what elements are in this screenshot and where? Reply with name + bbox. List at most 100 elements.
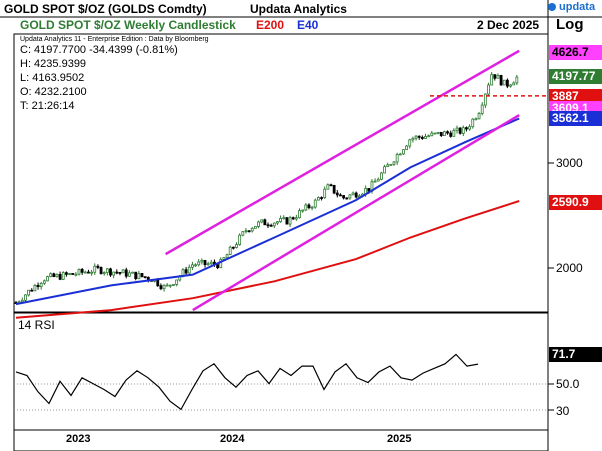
candle-body-157 [509, 84, 512, 87]
candle-body-156 [505, 79, 509, 87]
candle-body-139 [452, 130, 456, 137]
candle-body-106 [348, 194, 352, 199]
candle-body-41 [143, 276, 147, 279]
candle-body-9 [42, 280, 46, 284]
candle-body-155 [502, 79, 506, 86]
candle-body-128 [417, 135, 421, 138]
candle-body-2 [20, 299, 24, 303]
candle-body-125 [408, 139, 412, 147]
candle-body-37 [131, 271, 134, 274]
tag-rsi: 71.7 [549, 347, 602, 362]
tag-last-price: 4197.77 [549, 69, 602, 84]
ohlc-close: C: 4197.7700 -34.4399 (-0.81%) [20, 44, 178, 56]
candle-body-150 [487, 84, 490, 95]
candle-body-50 [172, 284, 175, 286]
candle-body-51 [175, 279, 179, 285]
candle-body-144 [468, 126, 472, 130]
candle-body-148 [480, 104, 484, 114]
candle-body-96 [316, 197, 320, 201]
instrument-title: GOLD SPOT $/OZ (GOLDS Comdty) [4, 2, 207, 16]
candle-body-45 [156, 279, 160, 287]
lower-channel-line [192, 114, 520, 312]
tag-e200: 2590.9 [549, 195, 602, 210]
time-axis-frame [13, 429, 549, 451]
series-legend: GOLD SPOT $/OZ Weekly Candlestick [20, 18, 236, 32]
candle-body-100 [329, 184, 333, 187]
candle-body-107 [351, 192, 355, 196]
candle-body-80 [266, 224, 270, 227]
candle-body-16 [65, 272, 68, 275]
candle-body-59 [200, 259, 204, 263]
e200-line [15, 200, 520, 319]
candle-body-5 [30, 289, 34, 292]
candle-body-140 [455, 127, 459, 131]
candle-body-141 [458, 127, 462, 134]
candle-body-48 [165, 284, 169, 287]
tag-upper-channel: 4626.7 [549, 45, 602, 60]
edition-subtitle: Updata Analytics 11 - Enterprise Edition… [20, 36, 209, 43]
candle-body-49 [168, 284, 172, 287]
candle-body-17 [68, 273, 71, 275]
candle-body-13 [55, 274, 59, 278]
candle-body-19 [74, 273, 78, 276]
candle-body-31 [112, 271, 116, 276]
candle-body-116 [379, 172, 383, 180]
ytick-label-2000: 2000 [556, 261, 583, 275]
ohlc-time: T: 21:26:14 [20, 100, 75, 112]
candle-body-95 [313, 199, 317, 208]
candle-body-75 [250, 227, 254, 232]
candle-body-93 [307, 204, 311, 209]
candle-body-138 [449, 132, 453, 137]
candle-body-18 [71, 273, 75, 275]
candle-body-83 [276, 221, 279, 224]
overlay-lines [15, 49, 548, 411]
candle-body-105 [345, 197, 349, 200]
candle-body-120 [392, 161, 396, 165]
candle-body-14 [58, 274, 62, 280]
candle-body-151 [490, 74, 494, 86]
candle-body-94 [310, 206, 314, 209]
chart-date: 2 Dec 2025 [477, 18, 540, 32]
upper-channel-line [164, 49, 520, 256]
candle-body-102 [335, 192, 339, 196]
candle-body-147 [477, 113, 481, 120]
candle-body-73 [244, 230, 248, 233]
brand-title: Updata Analytics [250, 2, 347, 16]
candle-body-54 [184, 269, 188, 274]
candle-body-39 [137, 273, 141, 280]
candle-body-15 [61, 272, 65, 280]
candle-body-6 [33, 285, 37, 292]
candle-body-33 [118, 272, 122, 274]
candle-body-114 [373, 180, 377, 183]
candle-body-46 [159, 285, 163, 290]
candle-body-22 [83, 271, 87, 274]
candle-body-40 [140, 273, 144, 278]
candle-body-84 [279, 217, 283, 223]
log-scale-label: Log [556, 16, 584, 33]
candle-body-137 [446, 131, 449, 134]
candle-body-36 [127, 272, 131, 277]
candle-body-30 [109, 268, 112, 276]
candle-body-119 [389, 163, 393, 166]
candle-body-71 [238, 234, 242, 245]
legend-e40: E40 [297, 18, 319, 32]
candle-body-130 [424, 136, 427, 139]
candle-body-12 [52, 273, 56, 278]
candle-body-126 [411, 137, 415, 141]
candle-body-29 [105, 268, 109, 273]
candle-body-21 [80, 268, 84, 273]
candle-body-136 [442, 131, 446, 136]
rsi-title: 14 RSI [18, 318, 55, 332]
candle-body-142 [461, 127, 465, 134]
candle-body-97 [320, 197, 323, 199]
candle-body-146 [474, 118, 478, 121]
candle-body-117 [383, 166, 386, 174]
candle-body-70 [235, 244, 238, 248]
candle-body-133 [433, 132, 437, 135]
candle-body-62 [209, 261, 213, 265]
candle-body-103 [339, 194, 342, 197]
rsi-panel-frame [13, 312, 549, 431]
candle-body-104 [342, 195, 346, 199]
candle-body-98 [323, 188, 327, 198]
tag-e40: 3562.1 [549, 111, 602, 126]
